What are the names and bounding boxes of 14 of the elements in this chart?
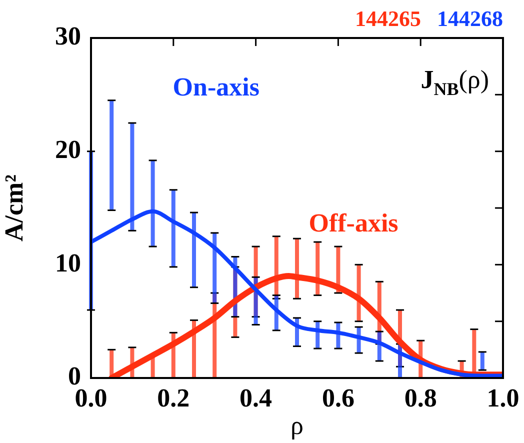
y-tick-label: 30 <box>55 22 81 51</box>
x-tick-label: 0.4 <box>240 383 272 412</box>
x-tick-label: 0.8 <box>404 383 437 412</box>
series-label: Off-axis <box>308 208 398 238</box>
y-tick-label: 20 <box>55 135 81 164</box>
x-tick-label: 1.0 <box>486 383 520 412</box>
text: 144265 <box>355 6 421 31</box>
y-tick-label: 10 <box>55 248 81 278</box>
x-tick-label: 0.2 <box>157 383 190 412</box>
x-tick-label: 0.6 <box>322 383 354 412</box>
text: 144268 <box>437 6 503 31</box>
y-axis-title: A/cm² <box>0 174 28 242</box>
text: On-axis <box>172 72 260 102</box>
x-axis-title: ρ <box>290 411 304 440</box>
